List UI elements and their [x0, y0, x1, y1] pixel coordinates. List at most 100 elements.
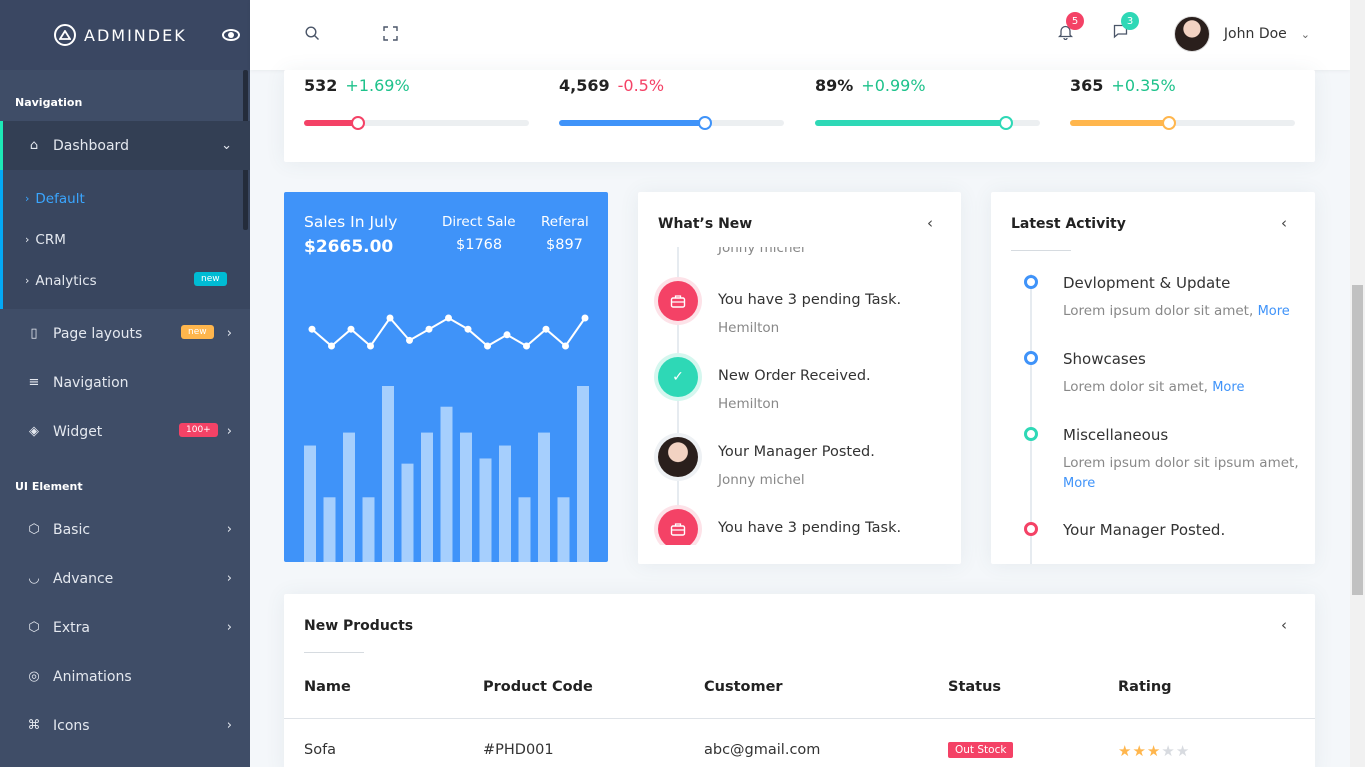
stat-change: -0.5% [617, 76, 665, 95]
sidebar-item-label: Dashboard [53, 137, 129, 154]
brand-logo[interactable]: ADMINDEK [54, 24, 187, 46]
submenu-item-crm[interactable]: › CRM [3, 219, 250, 260]
whats-new-card: What’s New ‹ Jonny michel You have 3 pen… [638, 192, 961, 564]
user-name: John Doe [1223, 26, 1287, 42]
sidebar-item-widget[interactable]: ◈ Widget 100+ › [0, 407, 250, 456]
sales-point [347, 325, 355, 333]
sidebar-item-advance[interactable]: ◡ Advance › [0, 554, 250, 603]
column-header: Status [948, 679, 1002, 695]
stat-value: 4,569 [559, 76, 610, 95]
bell-icon[interactable]: 5 [1057, 12, 1084, 44]
star-icon[interactable]: ★ [1132, 742, 1147, 760]
sidebar-item-extra[interactable]: ⬡ Extra › [0, 603, 250, 652]
progress-fill [1070, 120, 1169, 126]
sidebar-item-label: Advance [53, 570, 114, 587]
sales-point [367, 342, 374, 350]
chat-icon[interactable]: 3 [1113, 12, 1139, 43]
avatar [658, 437, 698, 477]
status-badge: Out Stock [948, 742, 1014, 758]
star-icon[interactable]: ★ [1161, 742, 1176, 760]
chevron-down-icon: ⌄ [1300, 27, 1310, 41]
briefcase-icon [658, 281, 698, 321]
activity-desc: Lorem ipsum dolor sit ipsum amet, More [1063, 453, 1303, 494]
sales-bar [382, 386, 394, 562]
chevron-right-icon: › [226, 326, 232, 341]
chevron-left-icon[interactable]: ‹ [1281, 214, 1287, 232]
sales-point [503, 331, 511, 339]
sidebar-item-navigation[interactable]: ≡ Navigation [0, 358, 250, 407]
sales-point [542, 325, 550, 333]
message-count-badge: 3 [1121, 12, 1139, 30]
stat-value: 365 [1070, 76, 1104, 95]
maximize-icon[interactable] [383, 26, 398, 45]
sales-title: Sales In July [304, 213, 398, 231]
star-icon[interactable]: ★ [1118, 742, 1133, 760]
scrollbar-thumb[interactable] [1352, 285, 1363, 595]
activity-title: Miscellaneous [1063, 426, 1169, 444]
timeline-line [1030, 274, 1032, 564]
search-icon[interactable] [305, 26, 320, 45]
package-icon: ⬡ [28, 620, 40, 635]
more-link[interactable]: More [1257, 304, 1290, 319]
progress-track [1070, 116, 1295, 130]
latest-activity-card: Latest Activity ‹ Devlopment & Update Lo… [991, 192, 1315, 564]
nav-caption: Navigation [15, 96, 83, 109]
box-icon: ⬡ [28, 522, 40, 537]
stat-change: +1.69% [345, 76, 410, 95]
submenu-item-default[interactable]: › Default [3, 178, 250, 219]
menu-icon: ≡ [28, 375, 40, 390]
submenu-item-analytics[interactable]: › Analytics new [3, 260, 250, 301]
chevron-down-icon: ⌄ [221, 138, 232, 153]
activity-title: Devlopment & Update [1063, 274, 1231, 292]
card-title: Latest Activity [1011, 216, 1126, 232]
event-sub: Hemilton [718, 396, 780, 412]
chevron-right-icon: › [226, 718, 232, 733]
sidebar-item-dashboard[interactable]: ⌂ Dashboard ⌄ [0, 121, 250, 170]
progress-knob[interactable] [351, 116, 365, 130]
eye-icon[interactable] [222, 29, 240, 41]
sales-point [386, 314, 394, 322]
command-icon: ⌘ [27, 718, 41, 733]
sales-chart [304, 314, 589, 562]
sales-bar [499, 445, 511, 562]
card-title: What’s New [658, 216, 753, 232]
sidebar-item-page-layouts[interactable]: ▯ Page layouts new › [0, 309, 250, 358]
chevron-left-icon[interactable]: ‹ [927, 214, 933, 232]
progress-knob[interactable] [698, 116, 713, 130]
progress-knob[interactable] [1162, 116, 1176, 130]
stat-item: 532 +1.69% [304, 76, 529, 130]
user-menu[interactable]: John Doe ⌄ [1173, 16, 1310, 52]
submenu-label: CRM [35, 231, 66, 248]
layout-icon: ▯ [30, 326, 38, 341]
sales-bar [362, 497, 375, 562]
star-icon[interactable]: ★ [1175, 742, 1191, 760]
sales-bar [440, 406, 453, 562]
ui-caption: UI Element [15, 480, 83, 493]
table-header-divider [284, 718, 1315, 719]
column-header: Rating [1118, 679, 1172, 695]
activity-desc-text: Lorem ipsum dolor sit amet, [1063, 303, 1254, 319]
chevron-left-icon[interactable]: ‹ [1281, 616, 1287, 634]
page-scrollbar[interactable] [1350, 0, 1365, 767]
sales-bar [460, 432, 472, 562]
new-products-card: New Products ‹ [284, 594, 1315, 767]
more-link[interactable]: More [1063, 476, 1096, 491]
progress-track [559, 116, 784, 130]
timeline-dot [1024, 275, 1038, 289]
sidebar-item-icons[interactable]: ⌘ Icons › [0, 701, 250, 750]
direct-sale-label: Direct Sale [442, 214, 516, 230]
star-icon[interactable]: ★ [1146, 742, 1162, 760]
more-link[interactable]: More [1212, 380, 1245, 395]
progress-knob[interactable] [999, 116, 1014, 130]
sales-point [581, 314, 589, 322]
sidebar-item-basic[interactable]: ⬡ Basic › [0, 505, 250, 554]
activity-desc-text: Lorem ipsum dolor sit ipsum amet, [1063, 455, 1299, 471]
sidebar-item-animations[interactable]: ◎ Animations [0, 652, 250, 701]
column-header: Name [304, 679, 351, 695]
whats-new-list: Jonny michel You have 3 pending Task. He… [638, 247, 961, 545]
column-header: Customer [704, 679, 783, 695]
new-badge: new [194, 272, 227, 286]
stat-item: 4,569 -0.5% [559, 76, 784, 130]
progress-fill [559, 120, 706, 126]
event-title: Your Manager Posted. [718, 444, 875, 460]
